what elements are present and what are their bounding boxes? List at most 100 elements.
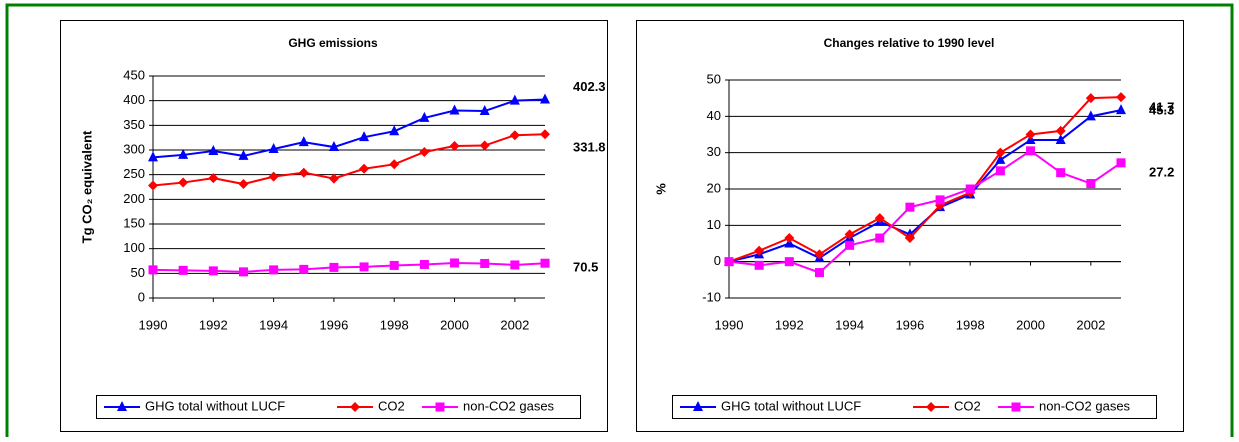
marker [844, 229, 855, 240]
x-tick-label: 1998 [956, 317, 985, 332]
y-axis-title: Tg CO₂ equivalent [79, 130, 94, 243]
marker [1055, 133, 1066, 144]
marker [479, 140, 490, 151]
marker [238, 267, 248, 277]
marker [435, 402, 445, 412]
y-tick-label: 50 [131, 265, 145, 280]
y-tick-label: 200 [123, 191, 145, 206]
x-tick-label: 2000 [440, 317, 469, 332]
marker [1086, 179, 1096, 189]
marker [117, 401, 127, 411]
marker [874, 213, 885, 224]
marker [845, 240, 855, 250]
marker [1116, 158, 1126, 168]
x-tick-label: 1998 [380, 317, 409, 332]
y-tick-label: 250 [123, 166, 145, 181]
y-tick-label: 100 [123, 240, 145, 255]
chart-title: Changes relative to 1990 level [824, 36, 995, 50]
marker [995, 153, 1006, 164]
y-tick-label: 30 [707, 144, 721, 159]
x-tick-label: 1996 [319, 317, 348, 332]
legend-label: non-CO2 gases [1039, 398, 1131, 413]
legend-label: GHG total without LUCF [721, 398, 861, 413]
legend-label: non-CO2 gases [463, 398, 555, 413]
marker [208, 173, 219, 184]
marker [754, 245, 765, 256]
marker [359, 262, 369, 272]
marker [540, 93, 550, 104]
y-tick-label: 350 [123, 117, 145, 132]
marker [995, 166, 1005, 176]
y-tick-label: 10 [707, 217, 721, 232]
y-tick-label: -10 [702, 289, 721, 304]
marker [1026, 146, 1036, 156]
series-line [152, 98, 546, 159]
marker [693, 401, 703, 411]
marker [359, 131, 370, 142]
marker [268, 171, 279, 182]
x-tick-label: 1996 [895, 317, 924, 332]
marker [389, 260, 399, 270]
marker [178, 265, 188, 275]
marker [178, 177, 189, 188]
y-tick-label: 50 [707, 71, 721, 86]
chart-box [636, 20, 1184, 432]
y-axis-title: % [653, 183, 668, 195]
marker [540, 129, 550, 140]
marker [1116, 104, 1126, 115]
marker [724, 257, 734, 267]
y-tick-label: 0 [138, 289, 145, 304]
marker [1056, 168, 1066, 178]
end-label: 41.7 [1149, 100, 1174, 115]
marker [1055, 125, 1066, 136]
end-label: 331.8 [573, 140, 606, 155]
marker [754, 260, 764, 270]
marker [1025, 129, 1036, 140]
chart-box [60, 20, 608, 432]
marker [784, 233, 795, 244]
marker [328, 173, 339, 184]
legend-label: CO2 [378, 398, 405, 413]
marker [510, 260, 520, 270]
marker [389, 125, 400, 136]
marker [148, 180, 158, 191]
marker [329, 262, 339, 272]
y-tick-label: 20 [707, 180, 721, 195]
y-tick-label: 450 [123, 67, 145, 82]
marker [1085, 93, 1096, 104]
end-label: 402.3 [573, 79, 606, 94]
marker [875, 233, 885, 243]
marker [814, 268, 824, 278]
marker [449, 141, 460, 152]
marker [995, 147, 1006, 158]
marker [1085, 110, 1096, 121]
marker [450, 258, 460, 268]
marker [298, 136, 309, 147]
marker [905, 202, 915, 212]
marker [268, 143, 279, 154]
marker [509, 130, 520, 141]
series-line [152, 261, 546, 273]
x-tick-label: 1994 [835, 317, 864, 332]
series-line [728, 149, 1122, 274]
marker [238, 149, 249, 160]
marker [1116, 92, 1126, 103]
marker [540, 258, 550, 268]
x-tick-label: 1990 [139, 317, 168, 332]
x-tick-label: 2002 [500, 317, 529, 332]
marker [935, 195, 945, 205]
marker [509, 94, 520, 105]
frame [5, 3, 1234, 442]
marker [238, 179, 249, 190]
y-tick-label: 400 [123, 92, 145, 107]
marker [208, 266, 218, 276]
marker [299, 264, 309, 274]
series-line [728, 96, 1122, 263]
end-label: 45.3 [1149, 103, 1174, 118]
marker [814, 249, 825, 260]
marker [178, 148, 189, 159]
legend-label: GHG total without LUCF [145, 398, 285, 413]
y-tick-label: 150 [123, 215, 145, 230]
